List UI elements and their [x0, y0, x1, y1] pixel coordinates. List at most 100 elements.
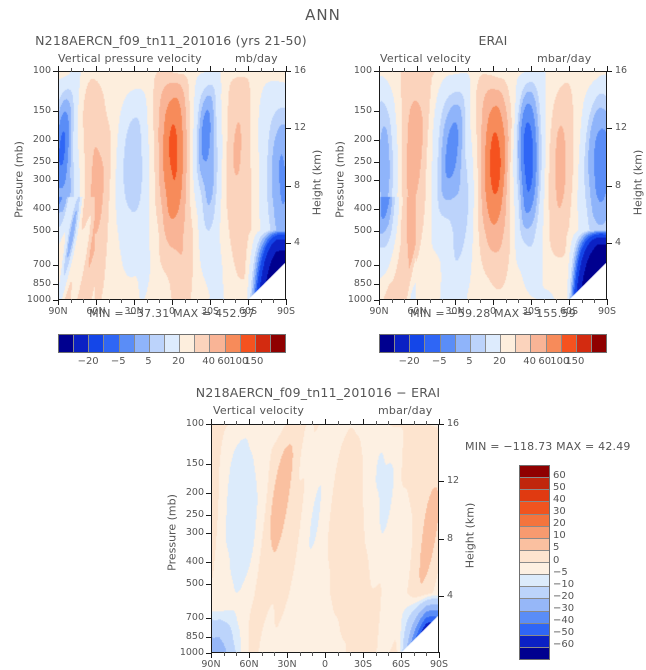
bottom-contour-canvas	[212, 425, 438, 652]
colorbar-swatch	[74, 335, 90, 352]
colorbar-tick-label: 5	[466, 356, 473, 367]
top-right-minmax: MIN = −59.28 MAX = 155.59	[410, 307, 576, 320]
colorbar-swatch	[576, 335, 592, 352]
colorbar-swatch	[520, 502, 549, 515]
pressure-tick-label: 850	[185, 630, 204, 642]
pressure-tick	[206, 653, 212, 654]
height-tick-label: 4	[294, 236, 301, 248]
bottom-subtitle-left: Vertical velocity	[213, 404, 305, 417]
colorbar-swatch	[516, 335, 532, 352]
colorbar-tick-label: 40	[202, 356, 216, 367]
colorbar-swatch	[395, 335, 411, 352]
absolute-colorbar-right-labels: −20 −5 5 20 40 60 100 150	[379, 356, 607, 370]
colorbar-swatch	[425, 335, 441, 352]
latitude-tick	[439, 652, 440, 658]
colorbar-tick-label: −20	[553, 590, 575, 602]
top-left-subtitle-left: Vertical pressure velocity	[58, 52, 202, 65]
colorbar-swatch	[520, 635, 549, 648]
colorbar-swatch	[561, 335, 577, 352]
colorbar-swatch	[255, 335, 271, 352]
colorbar-swatch	[485, 335, 502, 352]
colorbar-tick-label: 60	[538, 356, 552, 367]
colorbar-tick-label: 150	[244, 356, 264, 367]
top-left-contour-canvas	[59, 72, 285, 299]
top-right-subtitle-right: mbar/day	[537, 52, 592, 65]
height-tick-label: 8	[447, 532, 454, 544]
pressure-tick-label: 850	[353, 277, 372, 289]
top-left-minmax: MIN = −37.31 MAX = 452.37	[89, 307, 255, 320]
latitude-tick-label: 60N	[239, 659, 259, 670]
absolute-colorbar-left-labels: −20 −5 5 20 40 60 100 150	[58, 356, 286, 370]
colorbar-tick-label: 40	[523, 356, 537, 367]
colorbar-swatch	[180, 335, 196, 352]
pressure-tick-label: 500	[353, 225, 372, 237]
colorbar-swatch	[149, 335, 165, 352]
colorbar-tick-label: 20	[553, 518, 566, 530]
colorbar-swatch	[546, 335, 562, 352]
height-tick-label: 12	[294, 122, 307, 134]
colorbar-swatch	[89, 335, 105, 352]
absolute-colorbar-right[interactable]	[379, 334, 607, 353]
difference-colorbar[interactable]	[519, 465, 550, 660]
colorbar-swatch	[104, 335, 120, 352]
latitude-tick-label: 30S	[353, 659, 373, 670]
colorbar-swatch	[195, 335, 211, 352]
colorbar-swatch	[380, 335, 396, 352]
pressure-tick-label: 1000	[26, 294, 51, 305]
bottom-ylabel-height: Height (km)	[463, 502, 477, 569]
colorbar-tick-label: 20	[493, 356, 506, 367]
colorbar-swatch	[531, 335, 547, 352]
colorbar-swatch	[164, 335, 181, 352]
colorbar-swatch	[520, 514, 549, 527]
colorbar-swatch	[520, 611, 549, 624]
colorbar-swatch	[225, 335, 241, 352]
bottom-plot-area	[211, 424, 439, 653]
colorbar-swatch	[501, 335, 517, 352]
pressure-tick-label: 500	[32, 225, 51, 237]
colorbar-swatch	[520, 478, 549, 491]
colorbar-tick-label: 60	[217, 356, 231, 367]
height-tick-label: 4	[615, 236, 622, 248]
colorbar-swatch	[455, 335, 471, 352]
bottom-panel-title: N218AERCN_f09_tn11_201016 − ERAI	[195, 385, 441, 400]
colorbar-tick-label: 100	[550, 356, 570, 367]
height-tick-label: 12	[447, 475, 460, 487]
colorbar-tick-label: 0	[553, 554, 560, 566]
pressure-tick-label: 150	[32, 105, 51, 117]
height-tick-label: 4	[447, 589, 454, 601]
colorbar-tick-label: 100	[229, 356, 249, 367]
colorbar-swatch	[520, 599, 549, 612]
top-left-ylabel-height: Height (km)	[310, 149, 324, 216]
top-left-plot-area	[58, 71, 286, 300]
top-left-subtitle-right: mb/day	[235, 52, 278, 65]
pressure-tick-label: 100	[32, 65, 51, 76]
colorbar-swatch	[240, 335, 256, 352]
colorbar-tick-label: −5	[553, 566, 568, 578]
pressure-tick-label: 700	[353, 258, 372, 270]
colorbar-tick-label: 10	[553, 530, 566, 542]
colorbar-swatch	[520, 538, 549, 551]
absolute-colorbar-left[interactable]	[58, 334, 286, 353]
height-tick-label: 16	[294, 65, 307, 76]
colorbar-tick-label: −10	[553, 578, 575, 590]
colorbar-tick-label: 5	[145, 356, 152, 367]
latitude-tick-label: 0	[321, 659, 329, 670]
latitude-tick	[607, 66, 608, 72]
pressure-tick-label: 700	[185, 611, 204, 623]
colorbar-swatch	[440, 335, 456, 352]
colorbar-tick-label: −60	[553, 638, 575, 650]
height-tick-label: 16	[447, 418, 460, 429]
colorbar-tick-label: 60	[553, 470, 566, 482]
colorbar-tick-label: −30	[553, 602, 575, 614]
pressure-tick-label: 100	[185, 418, 204, 429]
colorbar-tick-label: 150	[565, 356, 585, 367]
colorbar-tick-label: 30	[553, 506, 566, 518]
pressure-tick-label: 100	[353, 65, 372, 76]
colorbar-swatch	[520, 623, 549, 636]
latitude-tick	[286, 66, 287, 72]
colorbar-swatch	[59, 335, 75, 352]
height-tick-label: 8	[294, 179, 301, 191]
latitude-tick-label: 30N	[277, 659, 297, 670]
colorbar-tick-label: −40	[553, 614, 575, 626]
colorbar-swatch	[520, 490, 549, 503]
